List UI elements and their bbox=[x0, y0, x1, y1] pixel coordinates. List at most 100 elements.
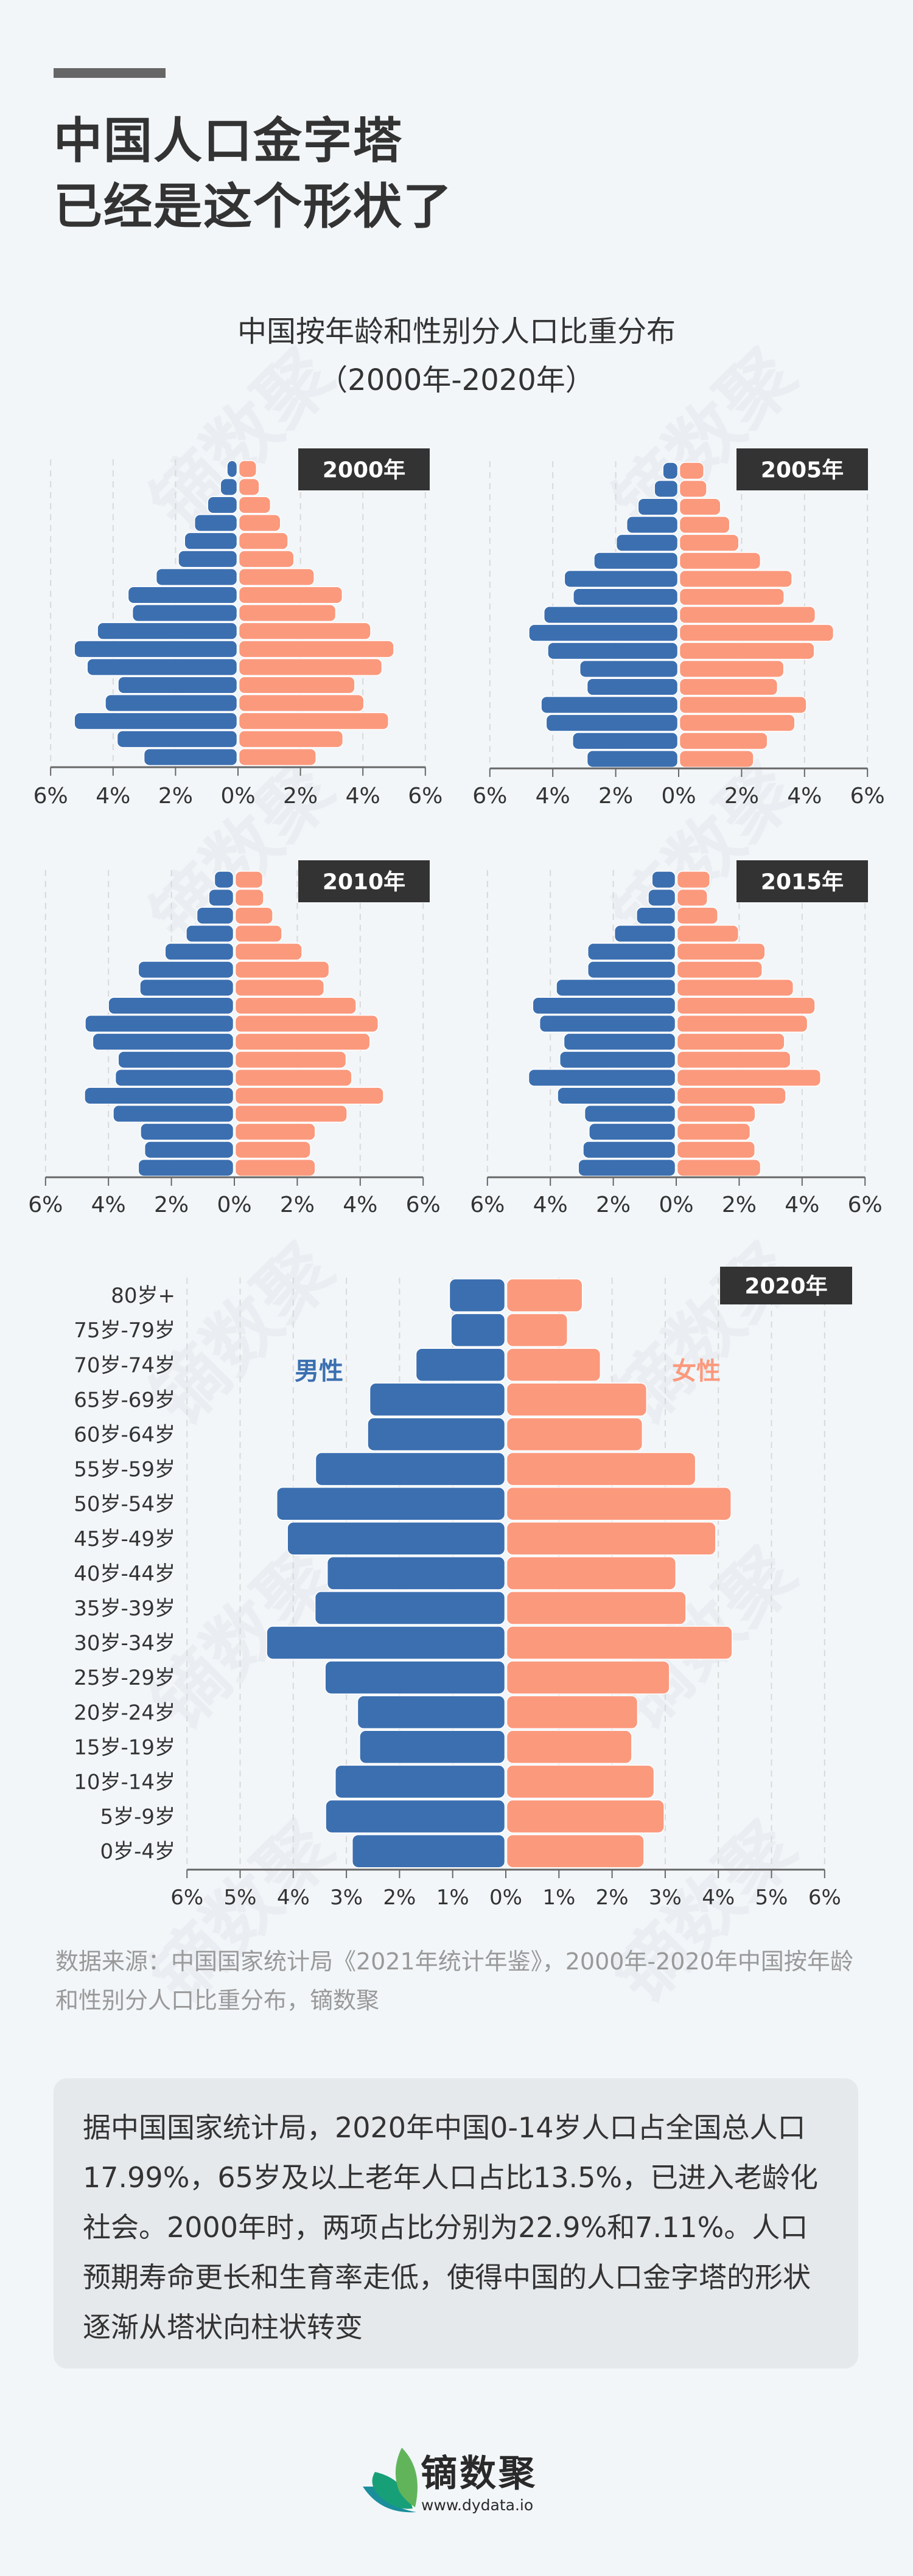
female-bar bbox=[506, 1799, 665, 1834]
female-bar bbox=[234, 1141, 311, 1159]
female-bar bbox=[234, 871, 264, 889]
female-bar bbox=[676, 871, 711, 889]
x-tick-label: 6% bbox=[408, 784, 443, 809]
year-tag-label: 2020年 bbox=[744, 1274, 827, 1299]
male-bar bbox=[528, 624, 679, 642]
male-bar bbox=[637, 498, 679, 516]
male-bar bbox=[449, 1278, 506, 1312]
age-group-label: 75岁-79岁 bbox=[74, 1318, 175, 1343]
x-tick-label: 4% bbox=[346, 784, 380, 809]
female-bar bbox=[234, 1032, 371, 1051]
male-bar bbox=[116, 730, 238, 748]
male-bar bbox=[543, 606, 679, 624]
male-bar bbox=[131, 604, 238, 622]
female-bar bbox=[676, 907, 718, 925]
male-bar bbox=[138, 961, 234, 979]
male-bar bbox=[74, 640, 238, 658]
female-bar bbox=[679, 696, 807, 714]
female-bar bbox=[234, 1123, 316, 1141]
year-tag bbox=[298, 448, 430, 490]
female-bar bbox=[238, 550, 295, 568]
year-tag bbox=[736, 860, 868, 902]
female-bar bbox=[676, 1015, 808, 1033]
age-group-label: 40岁-44岁 bbox=[74, 1562, 175, 1586]
x-tick-label: 2% bbox=[722, 1192, 757, 1217]
female-bar bbox=[506, 1834, 645, 1868]
male-bar bbox=[143, 748, 238, 766]
x-tick-label: 0% bbox=[489, 1885, 522, 1910]
male-bar bbox=[636, 907, 676, 925]
female-bar bbox=[238, 676, 355, 694]
pyramid-chart-2000: 6% 4% 2% 0% 2% 4% 6% 2000年 bbox=[33, 448, 443, 809]
male-bar bbox=[662, 462, 679, 480]
female-bar bbox=[238, 694, 365, 712]
x-tick-label: 2% bbox=[154, 1192, 189, 1217]
female-bar bbox=[676, 1105, 756, 1123]
x-tick-label: 1% bbox=[436, 1885, 469, 1910]
female-bar bbox=[234, 907, 273, 925]
female-bar bbox=[676, 1032, 785, 1051]
male-bar bbox=[450, 1313, 506, 1347]
female-bar bbox=[676, 1087, 786, 1105]
female-bar bbox=[676, 942, 766, 961]
male-bar bbox=[648, 888, 676, 907]
male-legend-label: 男性 bbox=[295, 1357, 343, 1385]
x-tick-label: 6% bbox=[470, 1192, 505, 1217]
x-tick-label: 2% bbox=[596, 1885, 629, 1910]
male-bar bbox=[573, 588, 679, 606]
male-bar bbox=[326, 1556, 506, 1590]
x-tick-label: 0% bbox=[217, 1192, 251, 1217]
female-bar bbox=[234, 1105, 348, 1123]
chart-subtitle: 中国按年龄和性别分人口比重分布 （2000年-2020年） bbox=[0, 307, 913, 405]
male-bar bbox=[545, 714, 679, 732]
female-bar bbox=[676, 888, 708, 907]
female-bar bbox=[506, 1417, 643, 1452]
age-group-label: 25岁-29岁 bbox=[74, 1666, 175, 1690]
male-bar bbox=[86, 658, 238, 676]
x-tick-label: 2% bbox=[383, 1885, 416, 1910]
male-bar bbox=[559, 1051, 676, 1069]
source-note: 数据来源：中国国家统计局《2021年统计年鉴》，2000年-2020年中国按年龄… bbox=[55, 1948, 853, 2014]
male-bar bbox=[85, 1015, 234, 1033]
female-bar bbox=[238, 604, 337, 622]
female-bar bbox=[676, 978, 794, 997]
pyramid-chart-2020: 80岁+ 75岁-79岁 70岁-74岁 65岁-69岁 60岁-64岁 55岁-59岁 5… bbox=[74, 1267, 852, 1910]
age-group-label: 70岁-74岁 bbox=[74, 1353, 175, 1377]
male-bar bbox=[359, 1730, 506, 1764]
female-bar bbox=[679, 624, 834, 642]
male-bar bbox=[186, 925, 234, 943]
female-bar bbox=[676, 1158, 761, 1177]
x-tick-label: 6% bbox=[33, 784, 68, 809]
male-bar bbox=[117, 676, 238, 694]
year-tag-label: 2015年 bbox=[761, 870, 844, 895]
x-tick-label: 2% bbox=[158, 784, 193, 809]
subtitle-line-1: 中国按年龄和性别分人口比重分布 bbox=[237, 315, 676, 349]
age-group-label: 55岁-59岁 bbox=[74, 1458, 175, 1482]
x-tick-label: 4% bbox=[702, 1885, 735, 1910]
female-bar bbox=[238, 712, 390, 730]
age-group-label: 80岁+ bbox=[111, 1284, 175, 1308]
male-bar bbox=[164, 942, 234, 961]
age-group-label: 15岁-19岁 bbox=[74, 1735, 175, 1760]
male-bar bbox=[155, 568, 238, 586]
male-bar bbox=[587, 961, 676, 979]
summary-text: 据中国国家统计局，2020年中国0-14岁人口占全国总人口17.99%，65岁及… bbox=[83, 2111, 819, 2344]
male-bar bbox=[139, 978, 234, 997]
female-bar bbox=[506, 1764, 655, 1799]
x-tick-label: 6% bbox=[170, 1885, 203, 1910]
x-tick-label: 0% bbox=[659, 1192, 693, 1217]
male-bar bbox=[540, 696, 679, 714]
female-bar bbox=[679, 569, 792, 588]
male-bar bbox=[184, 532, 238, 550]
female-bar bbox=[679, 714, 796, 732]
female-bar bbox=[679, 642, 815, 660]
female-bar bbox=[506, 1348, 601, 1382]
female-bar bbox=[238, 532, 289, 550]
male-bar bbox=[615, 534, 679, 552]
female-bar bbox=[506, 1278, 583, 1312]
male-bar bbox=[586, 750, 679, 768]
female-bar bbox=[234, 978, 325, 997]
x-tick-label: 5% bbox=[755, 1885, 788, 1910]
male-bar bbox=[114, 1068, 234, 1087]
male-bar bbox=[97, 622, 238, 640]
